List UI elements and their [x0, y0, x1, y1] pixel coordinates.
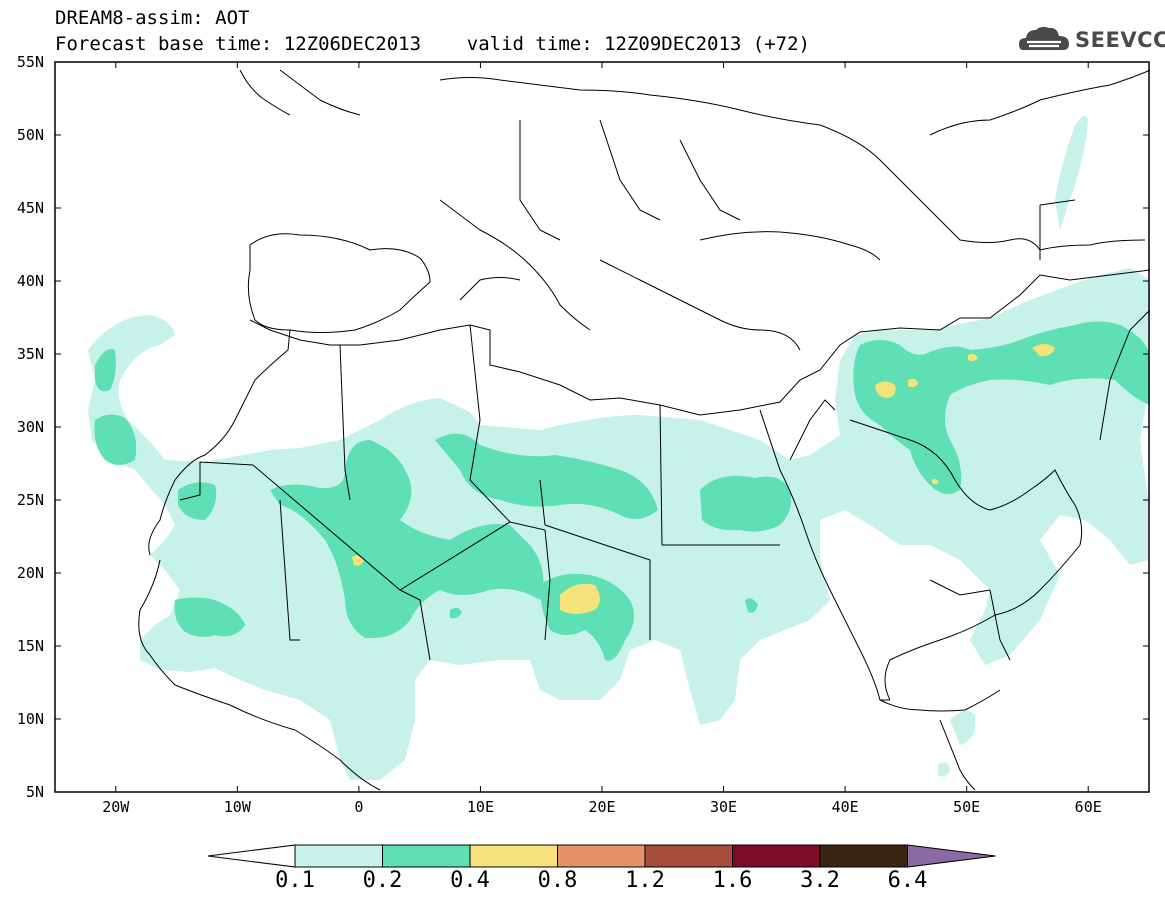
- colorbar-swatch: [294, 844, 383, 868]
- colorbar-swatch: [557, 844, 646, 868]
- colorbar-swatch: [644, 844, 733, 868]
- colorbar-label: 6.4: [887, 868, 928, 893]
- lon-tick-label: 40E: [831, 798, 859, 816]
- lat-tick-label: 5N: [25, 783, 44, 801]
- colorbar-label: 3.2: [800, 868, 840, 893]
- colorbar-label: 0.1: [275, 868, 315, 893]
- lat-tick-label: 50N: [16, 126, 44, 144]
- lon-tick-label: 0: [354, 798, 364, 816]
- aot-0.4-0.8-areas: [352, 344, 1055, 614]
- logo-text: SEEVCCC: [1075, 28, 1165, 52]
- lat-tick-label: 10N: [16, 710, 44, 728]
- colorbar-low-arrow: [207, 844, 296, 868]
- lon-tick-label: 30E: [710, 798, 738, 816]
- lon-tick-label: 10E: [466, 798, 494, 816]
- aot-0.2-0.4-areas: [94, 321, 1150, 661]
- colorbar-high-arrow: [907, 844, 996, 868]
- colorbar-swatch: [732, 844, 821, 868]
- lat-tick-label: 55N: [16, 53, 44, 71]
- lon-tick-label: 60E: [1074, 798, 1102, 816]
- lat-tick-label: 40N: [16, 272, 44, 290]
- lat-tick-label: 25N: [16, 491, 44, 509]
- forecast-times: Forecast base time: 12Z06DEC2013 valid t…: [55, 33, 810, 55]
- colorbar-label: 1.2: [625, 868, 665, 893]
- coastlines-borders: [138, 69, 1151, 791]
- colorbar-swatch: [382, 844, 471, 868]
- lon-tick-label: 50E: [953, 798, 981, 816]
- lon-tick-label: 10W: [223, 798, 251, 816]
- colorbar-label: 0.4: [450, 868, 490, 893]
- colorbar-label: 1.6: [712, 868, 753, 893]
- map-title: DREAM8-assim: AOT: [55, 7, 250, 29]
- lon-tick-label: 20E: [588, 798, 616, 816]
- lon-tick-label: 20W: [102, 798, 130, 816]
- colorbar-swatch: [469, 844, 558, 868]
- lat-tick-label: 30N: [16, 418, 44, 436]
- cloud-logo-icon: [1019, 26, 1069, 50]
- colorbar-label: 0.8: [537, 868, 578, 893]
- colorbar-label: 0.2: [362, 868, 403, 893]
- lat-tick-label: 35N: [16, 345, 44, 363]
- lat-tick-label: 45N: [16, 199, 44, 217]
- lat-tick-label: 20N: [16, 564, 44, 582]
- lat-tick-label: 15N: [16, 637, 44, 655]
- colorbar-swatch: [819, 844, 908, 868]
